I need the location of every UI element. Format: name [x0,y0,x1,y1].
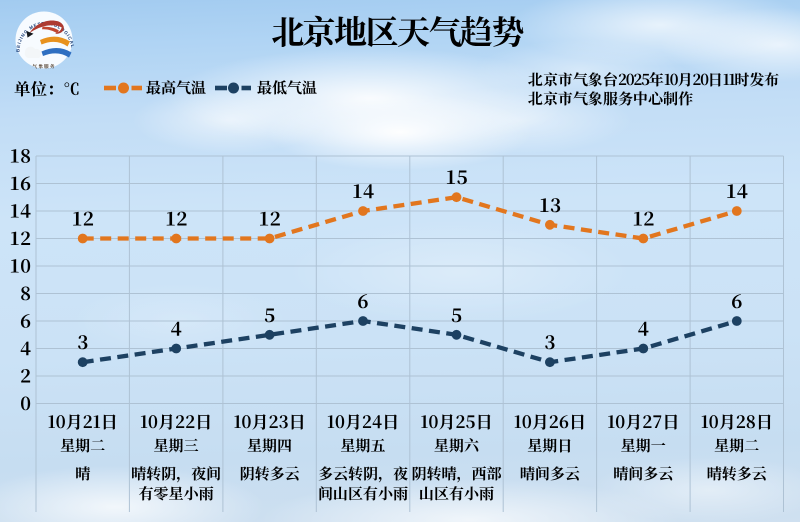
svg-text:12: 12 [258,205,280,232]
svg-text:18: 18 [9,143,31,169]
svg-text:4: 4 [171,315,182,342]
svg-text:12: 12 [632,205,654,232]
svg-text:6: 6 [731,287,742,314]
svg-text:5: 5 [264,301,275,328]
svg-text:气象服务: 气象服务 [32,63,55,70]
svg-text:12: 12 [165,205,187,232]
svg-text:2: 2 [20,363,31,389]
svg-text:15: 15 [445,163,467,190]
svg-text:6: 6 [357,287,368,314]
svg-text:8: 8 [20,280,31,306]
svg-text:14: 14 [9,198,31,224]
svg-text:16: 16 [9,170,31,196]
svg-text:12: 12 [72,205,94,232]
svg-text:6: 6 [20,308,31,334]
svg-text:3: 3 [544,328,555,355]
svg-text:14: 14 [352,177,374,204]
svg-text:5: 5 [451,301,462,328]
svg-text:14: 14 [726,177,748,204]
svg-text:0: 0 [20,390,31,416]
svg-text:12: 12 [9,225,31,251]
svg-text:13: 13 [539,191,561,218]
svg-text:4: 4 [20,335,31,361]
svg-text:3: 3 [77,328,88,355]
svg-text:4: 4 [638,315,649,342]
svg-text:10: 10 [9,253,31,279]
